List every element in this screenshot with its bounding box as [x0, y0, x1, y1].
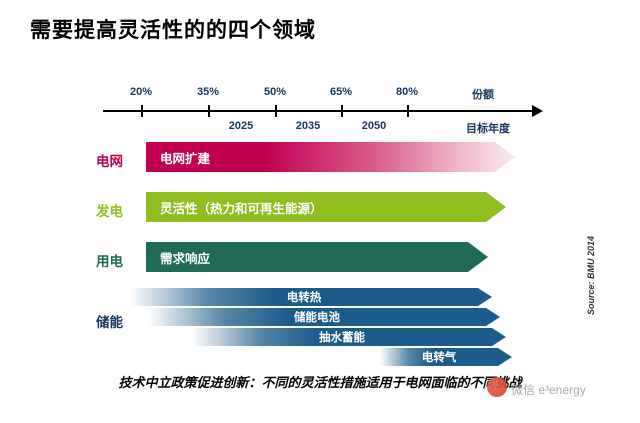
row-label-consumption: 用电: [96, 254, 123, 269]
page-title: 需要提高灵活性的的四个领域: [30, 19, 316, 42]
share-axis-label: 份额: [472, 89, 494, 101]
percent-tick-label: 20%: [129, 86, 153, 98]
arrow-grid-expansion: 电网扩建: [146, 142, 515, 172]
timeline-arrowhead-icon: [532, 105, 543, 117]
arrow-generation-flexibility: 灵活性（热力和可再生能源）: [146, 192, 506, 222]
axis-tick: [141, 105, 143, 117]
percent-tick-label: 65%: [329, 86, 353, 98]
year-tick-label: 2035: [295, 120, 321, 132]
row-label-grid: 电网: [96, 154, 123, 169]
arrow-battery-storage: 储能电池: [148, 308, 500, 326]
footer-caption: 技术中立政策促进创新：不同的灵活性措施适用于电网面临的不同挑战: [118, 375, 522, 390]
arrow-battery-storage-text: 储能电池: [294, 312, 340, 324]
arrow-pumped-hydro-text: 抽水蓄能: [319, 332, 365, 344]
arrow-pumped-hydro: 抽水蓄能: [192, 328, 506, 346]
arrow-power-to-heat: 电转热: [130, 288, 492, 306]
percent-tick-label: 35%: [196, 86, 220, 98]
year-tick-label: 2025: [228, 120, 254, 132]
row-label-storage: 储能: [96, 315, 123, 330]
arrow-demand-response: 需求响应: [146, 242, 488, 272]
axis-tick: [341, 105, 343, 117]
axis-tick: [275, 105, 277, 117]
percent-tick-label: 80%: [395, 86, 419, 98]
axis-tick: [208, 105, 210, 117]
percent-tick-label: 50%: [263, 86, 287, 98]
year-tick-label: 2050: [361, 120, 387, 132]
target-year-axis-label: 目标年度: [466, 123, 510, 135]
arrow-power-to-gas-text: 电转气: [421, 352, 457, 364]
timeline-axis: [103, 110, 533, 112]
source-note: Source: BMU 2014: [586, 235, 596, 315]
arrow-grid-text: 电网扩建: [160, 151, 211, 166]
watermark-logo-icon: [487, 377, 507, 397]
arrow-generation-text: 灵活性（热力和可再生能源）: [160, 201, 323, 216]
axis-tick: [407, 105, 409, 117]
row-label-generation: 发电: [96, 204, 123, 219]
watermark-text: 微信 e³energy: [511, 383, 586, 397]
arrow-power-to-gas: 电转气: [380, 348, 512, 366]
arrow-consumption-text: 需求响应: [160, 251, 211, 266]
arrow-power-to-heat-text: 电转热: [286, 292, 322, 304]
